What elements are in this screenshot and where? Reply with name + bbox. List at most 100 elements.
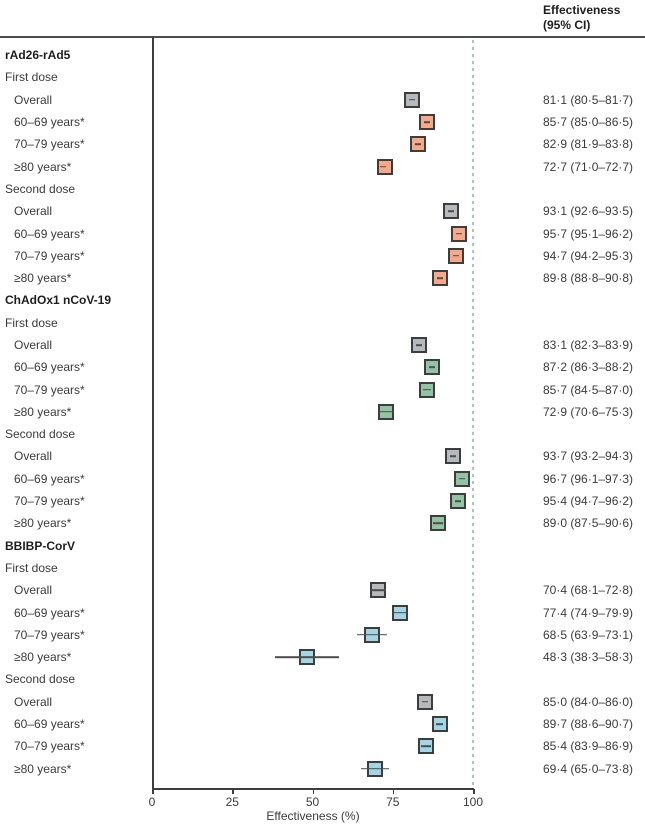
forest-ci-whisker [392,611,409,614]
ci-value: 85·7 (85·0–86·5) [543,115,634,130]
forest-ci-whisker [449,455,456,458]
rows-container: rAd26-rAd5 First dose Overall 81·1 (80·5–81… [0,44,645,780]
forest-ci-whisker [447,210,454,213]
forest-ci-whisker [415,344,422,346]
ci-value: 69·4 (65·0–73·8) [543,761,634,776]
dose-label: First dose [5,70,58,85]
age-group-label: Overall [14,204,53,219]
row-data: ≥80 years* 89·0 (87·5–90·6) [0,512,645,534]
age-group-label: 70–79 years* [14,627,85,642]
x-tick-label: 75 [386,795,400,809]
row-data: 60–69 years* 77·4 (74·9–79·9) [0,601,645,623]
forest-ci-whisker [274,656,340,658]
forest-ci-whisker [429,366,436,369]
age-group-label: 70–79 years* [14,248,85,263]
age-group-label: 70–79 years* [14,382,85,397]
age-group-label: Overall [14,338,53,352]
x-tick-label: 100 [462,795,484,809]
ci-value: 81·1 (80·5–81·7) [543,92,634,107]
dose-label: Second dose [5,427,76,442]
ci-value: 95·7 (95·1–96·2) [543,226,634,241]
ci-value: 68·5 (63·9–73·1) [543,627,634,642]
forest-ci-whisker [432,522,443,525]
row-data: ≥80 years* 48·3 (38·3–58·3) [0,646,645,668]
row-data: 60–69 years* 96·7 (96·1–97·3) [0,468,645,490]
forest-ci-whisker [424,121,431,123]
forest-ci-whisker [357,634,387,636]
forest-ci-whisker [436,723,444,725]
row-data: ≥80 years* 72·7 (71·0–72·7) [0,155,645,177]
row-sub: Second dose [0,178,645,200]
x-tick-label: 0 [148,795,156,809]
forest-ci-whisker [370,589,386,592]
ci-value: 89·7 (88·6–90·7) [543,717,634,732]
row-data: 70–79 years* 85·7 (84·5–87·0) [0,378,645,400]
top-rule [0,36,645,38]
age-group-label: 70–79 years* [14,494,85,509]
row-data: ≥80 years* 72·9 (70·6–75·3) [0,401,645,423]
row-sub: First dose [0,312,645,334]
age-group-label: ≥80 years* [14,271,72,286]
forest-ci-whisker [455,500,462,502]
row-data: 70–79 years* 85·4 (83·9–86·9) [0,735,645,757]
age-group-label: Overall [14,694,53,709]
x-tick [312,789,314,794]
forest-ci-whisker [421,745,431,748]
ci-value: 85·7 (84·5–87·0) [543,382,634,397]
row-group: rAd26-rAd5 [0,44,645,66]
forest-ci-whisker [437,277,444,279]
row-data: 60–69 years* 89·7 (88·6–90·7) [0,713,645,735]
row-data: 70–79 years* 94·7 (94·2–95·3) [0,245,645,267]
forest-ci-whisker [378,411,394,413]
ci-value: 96·7 (96·1–97·3) [543,471,634,486]
ci-value: 48·3 (38·3–58·3) [543,650,634,665]
forest-ci-whisker [379,165,386,168]
age-group-label: 60–69 years* [14,115,85,130]
x-tick [232,789,234,794]
age-group-label: 60–69 years* [14,360,85,375]
row-data: 60–69 years* 95·7 (95·1–96·2) [0,222,645,244]
ci-value: 72·9 (70·6–75·3) [543,404,634,419]
age-group-label: Overall [14,92,53,107]
x-tick-label: 50 [305,795,320,809]
group-label: rAd26-rAd5 [5,48,71,63]
age-group-label: ≥80 years* [14,159,72,174]
ci-value: 82·9 (81·9–83·8) [543,137,634,152]
age-group-label: ≥80 years* [14,650,72,665]
row-data: 70–79 years* 68·5 (63·9–73·1) [0,624,645,646]
ci-value: 77·4 (74·9–79·9) [543,605,634,620]
forest-ci-whisker [453,255,460,257]
row-data: Overall 81·1 (80·5–81·7) [0,89,645,111]
age-group-label: Overall [14,449,53,464]
row-data: Overall 70·4 (68·1–72·8) [0,579,645,601]
row-data: Overall 85·0 (84·0–86·0) [0,691,645,713]
effectiveness-column-header: Effectiveness (95% CI) [543,3,620,33]
x-tick [152,789,154,794]
plot-left-axis [152,37,154,788]
dose-label: Second dose [5,181,76,196]
ci-value: 87·2 (86·3–88·2) [543,360,634,375]
ci-value: 94·7 (94·2–95·3) [543,248,634,263]
age-group-label: 60–69 years* [14,605,85,620]
row-sub: First dose [0,557,645,579]
dose-label: First dose [5,560,58,575]
group-label: ChAdOx1 nCoV-19 [5,293,112,308]
age-group-label: 70–79 years* [14,739,85,754]
row-data: 70–79 years* 95·4 (94·7–96·2) [0,490,645,512]
row-data: Overall 83·1 (82·3–83·9) [0,334,645,356]
row-sub: Second dose [0,423,645,445]
effectiveness-header-line1: Effectiveness [543,3,621,17]
row-data: 60–69 years* 87·2 (86·3–88·2) [0,356,645,378]
dose-label: Second dose [5,672,76,687]
row-group: ChAdOx1 nCoV-19 [0,289,645,311]
forest-ci-whisker [423,388,432,391]
age-group-label: ≥80 years* [14,516,72,531]
row-data: ≥80 years* 69·4 (65·0–73·8) [0,758,645,780]
age-group-label: ≥80 years* [14,761,72,776]
plot-x-axis [152,788,474,790]
forest-ci-whisker [456,232,463,235]
x-tick-label: 25 [225,795,239,809]
ci-value: 72·7 (71·0–72·7) [543,159,634,174]
age-group-label: 70–79 years* [14,137,85,152]
